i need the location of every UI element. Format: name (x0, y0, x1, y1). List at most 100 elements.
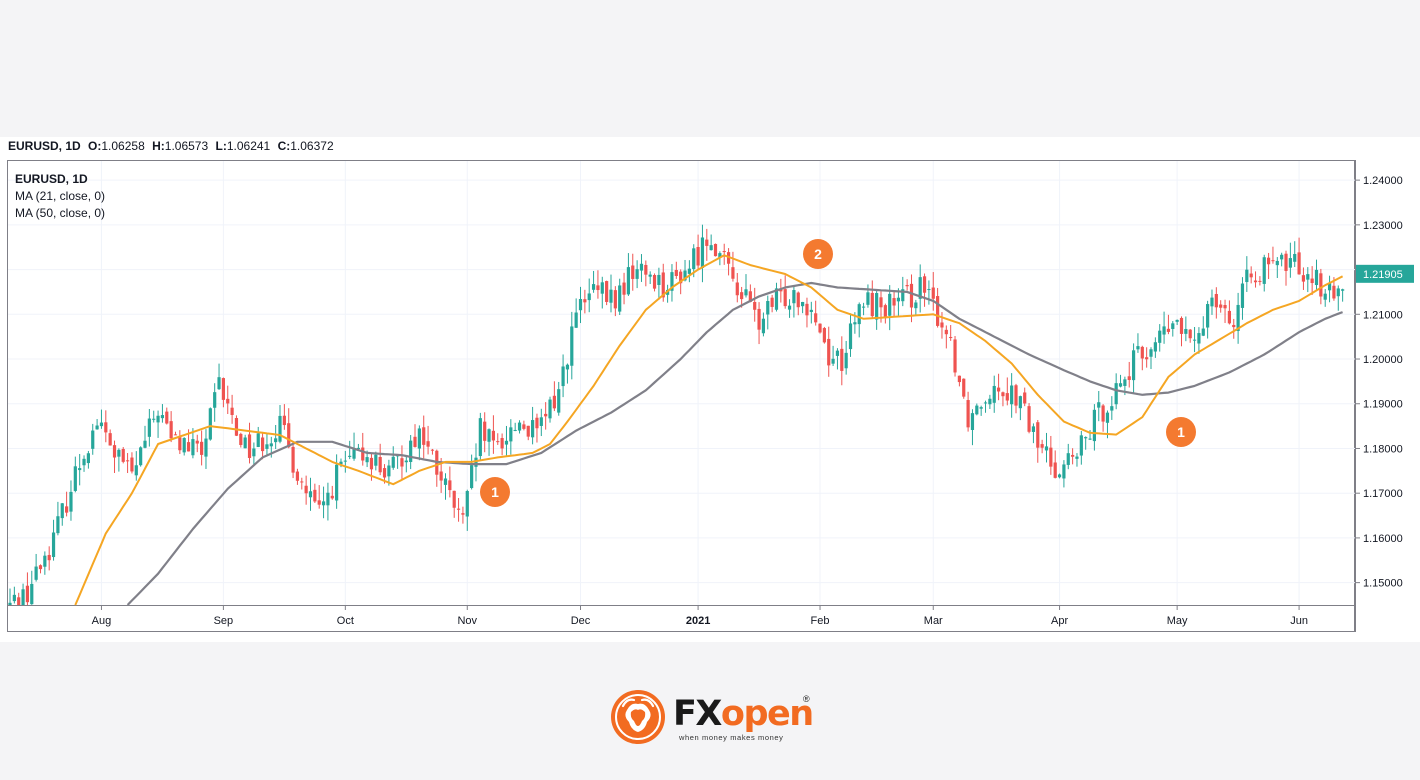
candle-body (583, 299, 587, 303)
candle-body (256, 433, 260, 447)
candle-body (34, 566, 38, 580)
candle (239, 432, 243, 448)
candle (731, 251, 735, 282)
candle (792, 284, 796, 318)
candle-body (740, 292, 744, 300)
candle-body (531, 420, 535, 438)
candle (496, 433, 500, 445)
candle (1301, 267, 1306, 290)
candle-body (217, 377, 221, 390)
price-tick-label: 1.24000 (1363, 175, 1403, 187)
candle-body (613, 290, 617, 309)
candle (1240, 277, 1245, 320)
candle-body (827, 338, 831, 366)
candle-body (744, 289, 748, 296)
candle (857, 302, 861, 338)
candle (666, 284, 670, 303)
candle-body (452, 490, 456, 508)
candle-body (796, 292, 800, 308)
candle-body (169, 421, 173, 439)
legend-ma21[interactable]: MA (21, close, 0) (15, 189, 106, 203)
candle (1310, 266, 1314, 295)
candle-body (835, 350, 840, 356)
candle (774, 282, 779, 312)
candle-body (239, 433, 243, 445)
candle (1071, 448, 1075, 465)
candle-body (1066, 453, 1070, 465)
marker-label: 2 (814, 246, 822, 262)
candle-body (426, 441, 430, 447)
time-tick-label: Apr (1051, 615, 1068, 627)
candle-body (195, 440, 199, 444)
candle-body (213, 392, 217, 408)
candle (470, 454, 474, 490)
close-key: C: (277, 139, 291, 153)
candle-body (1266, 257, 1271, 265)
candle (487, 428, 491, 456)
candle-body (178, 437, 182, 451)
candle (352, 432, 356, 461)
candle-body (1101, 405, 1105, 422)
candle-body (609, 289, 613, 303)
candle-body (356, 447, 360, 449)
candle (988, 394, 992, 409)
candle (1014, 383, 1018, 414)
candle-body (587, 293, 591, 301)
candle-body (465, 491, 469, 517)
candle-body (51, 532, 56, 558)
candle (831, 345, 835, 366)
legend-ma50[interactable]: MA (50, close, 0) (15, 206, 106, 220)
candle (295, 468, 300, 485)
candle (626, 253, 631, 296)
candle (1084, 436, 1088, 450)
candle (117, 448, 121, 472)
candle (1097, 391, 1101, 422)
price-chart[interactable]: 121 1.150001.160001.170001.180001.190001… (0, 137, 1420, 642)
candle (892, 290, 896, 318)
candle (966, 391, 970, 432)
candle-body (657, 274, 661, 285)
candle-body (65, 506, 69, 513)
candle (639, 254, 644, 282)
candle-body (962, 378, 966, 397)
candle-body (787, 305, 792, 310)
price-axis[interactable]: 1.15000 1.16000 1.17000 1.18000 1.19000 1.200… (1355, 175, 1403, 590)
candle-body (883, 305, 887, 319)
candle-body (748, 291, 752, 302)
candle-body (1118, 383, 1123, 387)
candle (1018, 395, 1022, 421)
candle-body (1049, 447, 1053, 467)
candle-body (17, 597, 21, 605)
candle-body (1114, 383, 1118, 405)
candle (539, 408, 543, 437)
candle-body (822, 328, 826, 343)
candle (1223, 299, 1227, 323)
candle (461, 506, 465, 524)
event-marker: 1 (1166, 417, 1196, 447)
candle (1010, 373, 1014, 418)
legend-symbol[interactable]: EURUSD, 1D (15, 172, 88, 186)
candle (1262, 254, 1266, 292)
candle (557, 381, 561, 416)
open-value: 1.06258 (101, 139, 145, 153)
candle-body (909, 283, 914, 308)
candle (400, 445, 404, 481)
candle-body (639, 263, 644, 271)
brand-wordmark: FXopen (673, 694, 814, 734)
candle-body (1040, 444, 1044, 448)
candle (931, 272, 935, 311)
candle (51, 519, 56, 561)
candle (430, 448, 435, 455)
candle-body (243, 437, 247, 449)
candle (474, 443, 478, 482)
candle-body (1027, 406, 1031, 432)
candle-body (870, 292, 874, 317)
candle-body (805, 303, 809, 316)
candle-body (914, 302, 918, 309)
candle (509, 419, 513, 455)
candle-body (1201, 328, 1205, 336)
candle (413, 424, 417, 448)
candle (896, 288, 901, 317)
price-tick-label: 1.20000 (1363, 354, 1403, 366)
time-axis[interactable]: Aug Sep Oct Nov Dec 2021 Feb Mar Apr May Jun (92, 605, 1308, 627)
